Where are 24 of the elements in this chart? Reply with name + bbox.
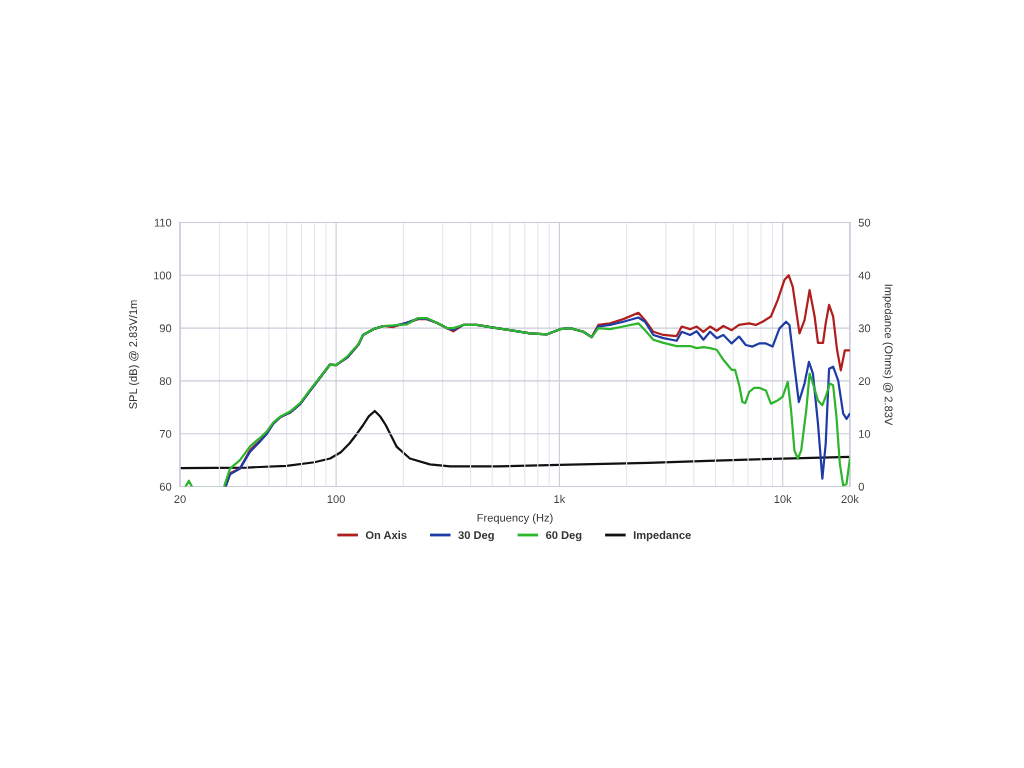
y2-tick-label: 0 — [858, 482, 864, 491]
legend-label: Impedance — [633, 530, 691, 542]
legend-label: On Axis — [365, 530, 407, 540]
y2-tick-label: 40 — [858, 271, 871, 280]
y2-tick-label: 30 — [858, 324, 871, 333]
y-tick-label: 70 — [159, 429, 172, 438]
x-tick-label: 10k — [774, 494, 792, 504]
y2-tick-label: 20 — [858, 377, 871, 386]
x-tick-label: 1k — [554, 494, 566, 503]
x-axis-title: Frequency (Hz) — [477, 513, 553, 524]
y2-tick-label: 10 — [859, 429, 871, 438]
y-tick-label: 60 — [159, 482, 172, 491]
legend-label: 60 Deg — [546, 531, 582, 542]
x-tick-label: 100 — [327, 495, 345, 504]
y2-axis-title: Impedance (Ohms) @ 2.83V — [882, 284, 893, 426]
y-tick-label: 80 — [159, 377, 172, 386]
y-axis-title: SPL (dB) @ 2.83V/1m — [128, 300, 140, 409]
x-tick-label: 20k — [841, 494, 859, 504]
y-tick-label: 100 — [154, 271, 172, 280]
x-tick-label: 20 — [174, 495, 186, 504]
y2-tick-label: 50 — [858, 218, 871, 227]
legend-label: 30 Deg — [458, 531, 494, 542]
y-tick-label: 110 — [154, 218, 172, 227]
y-tick-label: 90 — [159, 324, 172, 333]
